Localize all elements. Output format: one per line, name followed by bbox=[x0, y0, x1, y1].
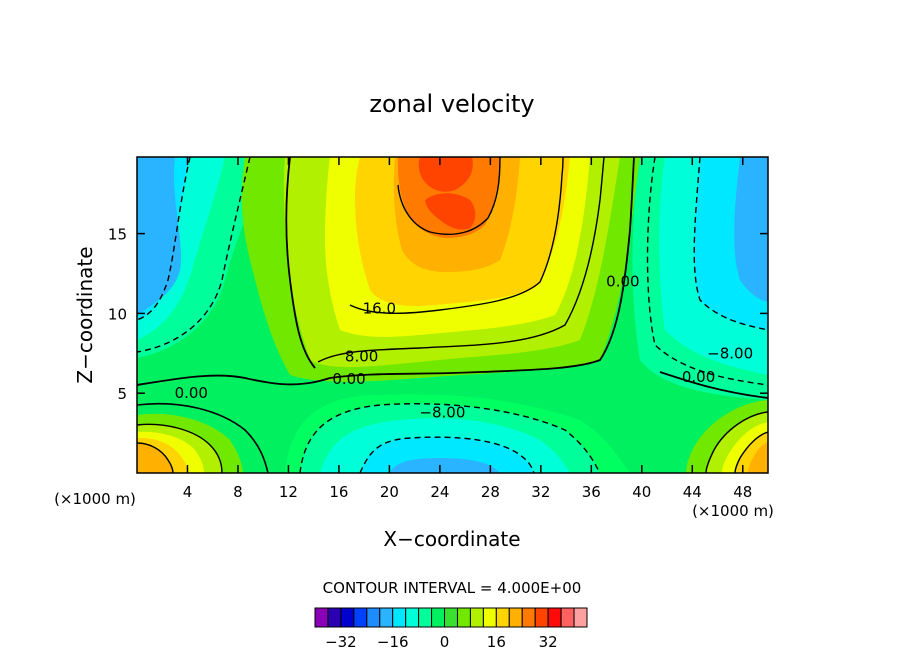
contour-line-neg-16-top-left bbox=[137, 157, 191, 321]
colorbar bbox=[314, 607, 588, 628]
contour-line-0-main bbox=[137, 157, 635, 386]
contour-line-neg-16-bottom bbox=[359, 436, 535, 473]
x-axis-label: X−coordinate bbox=[383, 527, 520, 551]
contour-label: −8.00 bbox=[419, 403, 465, 421]
plot-frame bbox=[136, 156, 769, 474]
y-tick-label: 10 bbox=[108, 305, 127, 323]
contour-label: 8.00 bbox=[345, 347, 378, 365]
contour-label: 0.00 bbox=[175, 384, 208, 402]
band-pos-20-bottom-right bbox=[748, 442, 768, 473]
colorbar-swatch bbox=[327, 607, 342, 628]
colorbar-swatch bbox=[431, 607, 446, 628]
plot-area bbox=[137, 157, 768, 473]
x-tick-label: 4 bbox=[183, 483, 193, 501]
band-pos-28-jet-top bbox=[418, 157, 473, 192]
colorbar-tick-label: 0 bbox=[440, 633, 450, 651]
contour-label: 0.00 bbox=[682, 368, 715, 386]
contour-lines bbox=[137, 157, 768, 473]
x-tick-label: 32 bbox=[531, 483, 550, 501]
colorbar-swatch bbox=[353, 607, 368, 628]
colorbar-swatch bbox=[444, 607, 458, 628]
x-tick-label: 16 bbox=[329, 483, 348, 501]
colorbar-swatch bbox=[340, 607, 355, 628]
colorbar-swatch bbox=[314, 607, 329, 628]
colorbar-tick-label: 16 bbox=[487, 633, 506, 651]
colorbar-swatch bbox=[534, 607, 549, 628]
colorbar-swatch bbox=[508, 607, 523, 628]
band-pos-28-jet-core bbox=[425, 193, 476, 230]
x-unit-left-label: (×1000 m) bbox=[54, 490, 136, 508]
x-tick-label: 44 bbox=[683, 483, 702, 501]
colorbar-swatch bbox=[547, 607, 562, 628]
colorbar-swatch bbox=[379, 607, 394, 628]
chart-title: zonal velocity bbox=[369, 90, 534, 118]
y-axis: 5 10 15 bbox=[108, 226, 768, 403]
x-tick-label: 36 bbox=[582, 483, 601, 501]
colorbar-tick-labels: −32 −16 0 16 32 bbox=[325, 633, 558, 651]
contour-line-16-bottom-left bbox=[137, 442, 174, 473]
band-pos-20-bottom-left bbox=[137, 443, 173, 473]
contour-line-neg-8-top-right bbox=[646, 157, 768, 386]
y-tick-label: 5 bbox=[117, 385, 127, 403]
colorbar-tick-label: −16 bbox=[377, 633, 409, 651]
contour-label: −8.00 bbox=[707, 344, 753, 362]
colorbar-swatch bbox=[573, 607, 588, 628]
x-tick-label: 24 bbox=[430, 483, 449, 501]
contour-line-0-bottom-left bbox=[137, 402, 269, 473]
band-neg-24-bottom bbox=[390, 458, 500, 473]
colorbar-swatch bbox=[495, 607, 510, 628]
contour-interval-label: CONTOUR INTERVAL = 4.000E+00 bbox=[323, 579, 582, 597]
contour-line-16-bottom-right bbox=[734, 431, 768, 473]
x-tick-label: 20 bbox=[380, 483, 399, 501]
band-neg-24-top-left bbox=[137, 157, 182, 315]
contour-line-8-bottom-right bbox=[705, 411, 768, 473]
colorbar-tick-label: 32 bbox=[539, 633, 558, 651]
contour-line-24 bbox=[397, 157, 501, 235]
contour-label: 16.0 bbox=[363, 300, 396, 318]
contour-line-16 bbox=[349, 157, 564, 314]
contour-line-8-bottom-left bbox=[137, 423, 223, 473]
y-axis-label: Z−coordinate bbox=[73, 246, 97, 383]
contour-label: 0.00 bbox=[606, 272, 639, 290]
x-tick-label: 40 bbox=[632, 483, 651, 501]
colorbar-tick-label: −32 bbox=[325, 633, 357, 651]
contour-label: 0.00 bbox=[332, 370, 365, 388]
contour-line-8 bbox=[317, 157, 605, 363]
colorbar-swatch bbox=[418, 607, 433, 628]
contour-line-neg-16-top-right bbox=[693, 157, 768, 331]
x-tick-label: 12 bbox=[279, 483, 298, 501]
contour-line-0-right bbox=[659, 371, 768, 399]
colorbar-swatch bbox=[521, 607, 536, 628]
colorbar-swatch bbox=[560, 607, 575, 628]
y-tick-label: 15 bbox=[108, 226, 127, 244]
x-tick-label: 28 bbox=[481, 483, 500, 501]
colorbar-swatch bbox=[456, 607, 471, 628]
colorbar-swatch bbox=[366, 607, 381, 628]
x-tick-label: 8 bbox=[233, 483, 243, 501]
x-axis: 4 8 12 16 20 24 28 32 36 40 44 48 bbox=[183, 157, 752, 501]
contour-labels: 16.0 8.00 0.00 0.00 −8.00 0.00 0.00 −8.00 bbox=[175, 272, 754, 421]
colorbar-swatch bbox=[482, 607, 497, 628]
contour-line-neg-8-bottom bbox=[299, 403, 601, 473]
x-unit-right-label: (×1000 m) bbox=[692, 502, 774, 520]
contour-line-0-left-upper bbox=[285, 157, 316, 369]
colorbar-swatch bbox=[392, 607, 407, 628]
colorbar-swatch bbox=[405, 607, 420, 628]
x-tick-label: 48 bbox=[733, 483, 752, 501]
colorbar-swatch bbox=[469, 607, 484, 628]
band-neg-24-top-right bbox=[734, 157, 768, 302]
